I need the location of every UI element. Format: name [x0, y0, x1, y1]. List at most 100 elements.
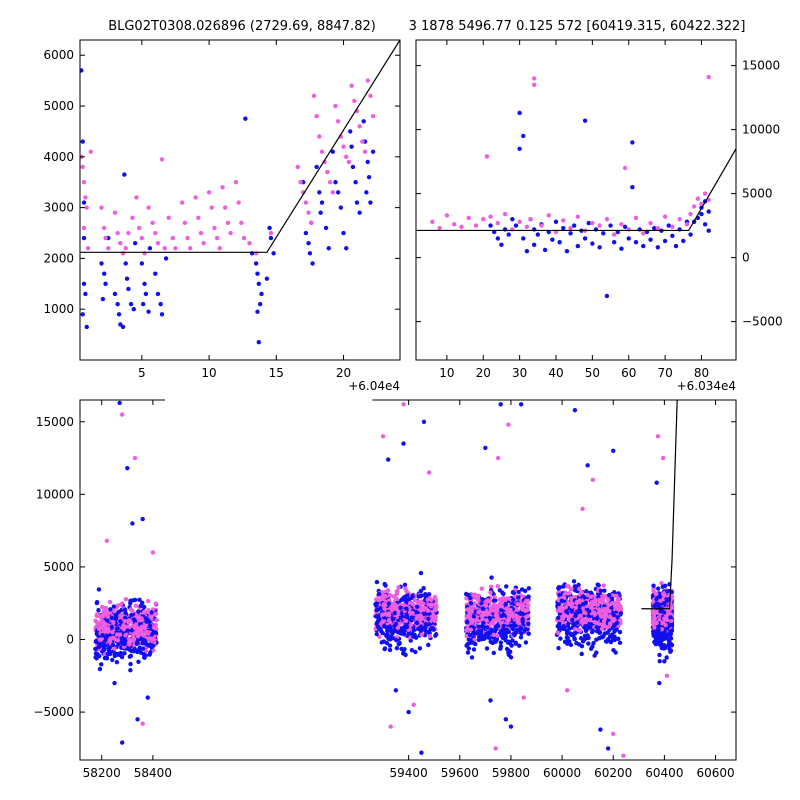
series-b-point: [225, 220, 231, 226]
series-a-point: [130, 521, 135, 526]
series-a-point: [595, 615, 600, 621]
series-a-point: [564, 628, 570, 634]
series-a-point: [586, 641, 591, 646]
series-b-point: [614, 600, 620, 605]
series-a-point: [535, 232, 541, 237]
series-b-point: [473, 223, 479, 228]
series-b-point: [561, 218, 566, 223]
series-a-point: [559, 598, 565, 604]
series-b-point: [352, 98, 357, 104]
series-b-point: [188, 246, 193, 251]
series-a-point: [598, 588, 604, 593]
series-a-point: [341, 230, 346, 236]
series-b-point: [241, 235, 247, 241]
series-b-point: [115, 603, 120, 608]
series-b-point: [648, 220, 653, 226]
series-b-point: [582, 610, 587, 615]
series-a-point: [433, 633, 438, 638]
series-b-point: [80, 164, 85, 170]
series-b-point: [590, 477, 595, 483]
series-b-point: [432, 618, 437, 623]
series-a-point: [516, 589, 521, 595]
series-a-point: [123, 610, 128, 616]
series-b-point: [123, 246, 128, 251]
series-b-point: [531, 76, 537, 81]
series-b-point: [214, 235, 220, 241]
series-a-point: [585, 633, 590, 638]
series-b-point: [154, 626, 159, 631]
series-a-point: [94, 656, 99, 661]
x-tick-label: 50: [585, 366, 600, 380]
series-a-point: [405, 592, 410, 598]
series-a-point: [619, 246, 624, 251]
series-a-point: [506, 650, 511, 655]
series-a-point: [571, 579, 577, 584]
series-a-point: [667, 646, 672, 651]
series-b-point: [702, 191, 708, 196]
series-b-point: [691, 204, 697, 209]
series-a-point: [419, 750, 424, 755]
series-a-point: [468, 595, 473, 601]
series-a-point: [393, 688, 399, 693]
x-tick-label: 80: [694, 366, 709, 380]
series-a-point: [384, 625, 389, 630]
series-b-point: [103, 607, 108, 613]
series-b-point: [99, 604, 105, 610]
series-b-point: [136, 225, 142, 231]
series-b-point: [317, 134, 322, 139]
series-a-point: [112, 291, 118, 297]
series-b-point: [495, 583, 500, 589]
series-a-point: [140, 301, 146, 307]
series-a-point: [132, 240, 138, 246]
series-b-point: [572, 595, 578, 600]
axes-frame: [415, 39, 737, 361]
series-b-point: [429, 602, 434, 607]
series-b-point: [594, 620, 599, 626]
series-a-point: [577, 603, 582, 609]
series-b-point: [670, 224, 675, 230]
series-b-point: [669, 618, 674, 624]
series-a-point: [387, 647, 393, 653]
series-b-point: [298, 180, 303, 185]
series-b-point: [209, 205, 214, 210]
series-a-point: [136, 659, 141, 665]
x-tick-label: 60400: [645, 766, 683, 780]
series-b-point: [655, 434, 661, 439]
series-b-point: [622, 165, 628, 171]
series-a-point: [398, 615, 403, 620]
x-tick-label: 58200: [83, 766, 121, 780]
series-a-point: [542, 247, 548, 253]
series-b-point: [610, 593, 615, 598]
series-a-point: [564, 249, 570, 254]
series-b-point: [588, 594, 594, 600]
series-a-point: [516, 643, 522, 648]
series-b-point: [616, 596, 622, 602]
series-a-point: [576, 582, 581, 588]
series-a-point: [141, 604, 147, 610]
series-b-point: [599, 626, 605, 632]
series-b-point: [488, 214, 493, 219]
series-a-point: [562, 626, 567, 631]
series-b-point: [556, 630, 561, 636]
series-a-point: [413, 649, 418, 655]
series-b-point: [574, 600, 580, 606]
series-a-point: [353, 180, 358, 185]
series-b-point: [150, 220, 155, 226]
series-a-point: [83, 291, 88, 297]
series-b-point: [492, 594, 497, 600]
series-a-point: [390, 617, 396, 622]
series-b-point: [607, 621, 613, 627]
series-a-point: [110, 642, 116, 648]
series-b-point: [577, 598, 582, 603]
series-a-point: [651, 225, 657, 231]
series-a-point: [660, 632, 665, 637]
series-a-point: [513, 641, 518, 646]
x-tick-label: 60: [621, 366, 636, 380]
series-a-point: [487, 629, 493, 634]
x-offset-label: +6.04e4: [348, 379, 400, 393]
series-b-point: [130, 215, 135, 220]
series-b-point: [155, 240, 161, 246]
series-b-point: [425, 608, 431, 613]
series-b-point: [132, 625, 137, 631]
series-a-point: [585, 463, 590, 468]
